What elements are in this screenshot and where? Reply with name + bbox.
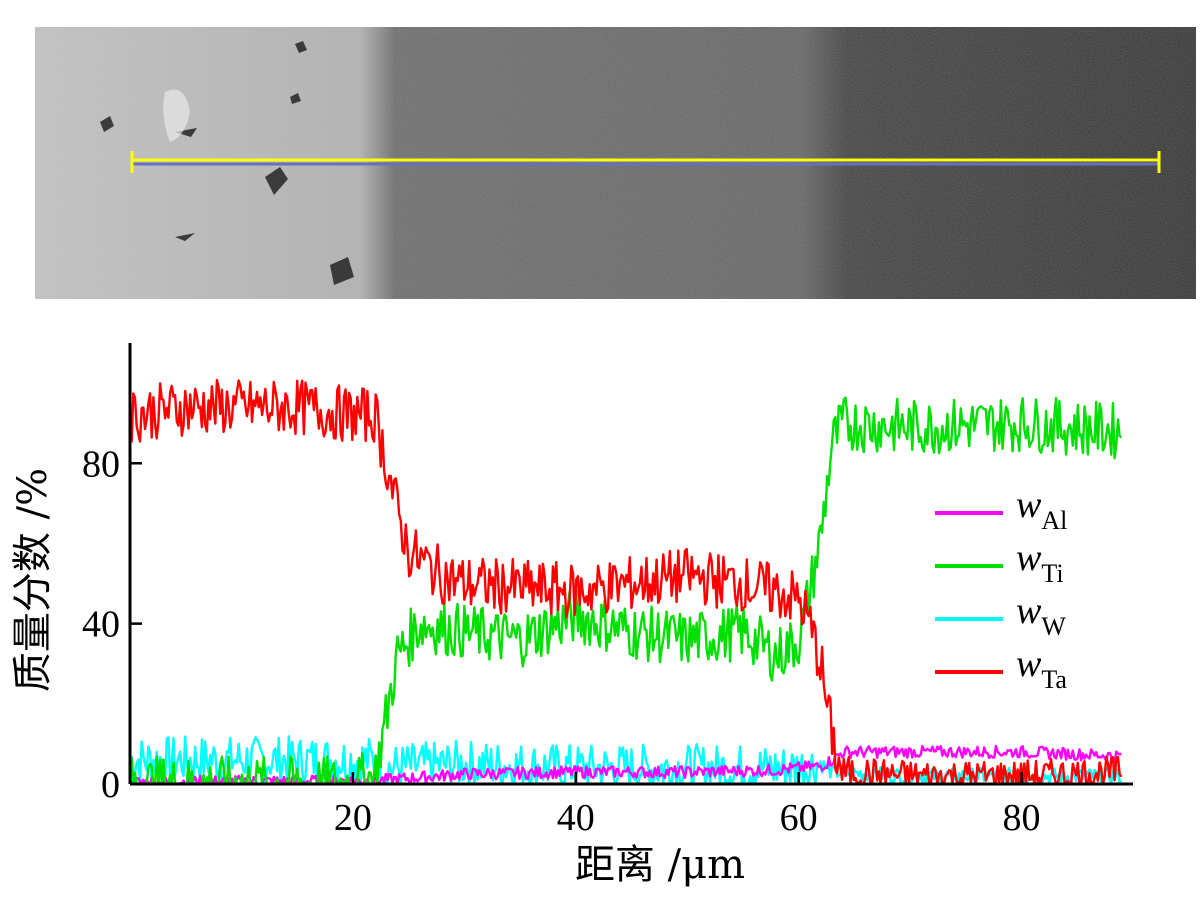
series-line-ti xyxy=(128,396,1123,786)
sem-bright-feature xyxy=(163,89,190,142)
ticks: 20 40 60 80 0 40 80 xyxy=(82,443,1041,839)
sem-micrograph xyxy=(35,27,1196,299)
legend-label-ta: wTa xyxy=(1016,643,1067,694)
legend-main: w xyxy=(1016,484,1042,526)
legend-label-w: wW xyxy=(1016,590,1066,641)
series-layer xyxy=(128,378,1123,786)
legend-main: w xyxy=(1016,590,1042,632)
legend-main: w xyxy=(1016,537,1042,579)
legend-subscript: Ta xyxy=(1041,665,1067,694)
legend-subscript: Al xyxy=(1041,506,1067,535)
y-axis-title: 质量分数 /% xyxy=(10,468,56,692)
series-line-ta xyxy=(128,378,1123,786)
x-tick-label: 60 xyxy=(780,797,818,839)
y-tick-label: 0 xyxy=(101,764,120,806)
x-tick-label: 40 xyxy=(557,797,595,839)
x-axis-title: 距离 /μm xyxy=(575,842,745,888)
legend-label-ti: wTi xyxy=(1016,537,1064,588)
sem-pores xyxy=(100,41,354,285)
legend-subscript: Ti xyxy=(1041,559,1063,588)
legend-label-al: wAl xyxy=(1016,484,1067,535)
y-tick-label: 40 xyxy=(82,604,120,646)
x-tick-label: 20 xyxy=(334,797,372,839)
line-scan-marker xyxy=(130,151,1161,173)
y-tick-label: 80 xyxy=(82,443,120,485)
legend-main: w xyxy=(1016,643,1042,685)
axes xyxy=(128,343,1133,786)
x-tick-label: 80 xyxy=(1003,797,1041,839)
legend-subscript: W xyxy=(1041,612,1066,641)
